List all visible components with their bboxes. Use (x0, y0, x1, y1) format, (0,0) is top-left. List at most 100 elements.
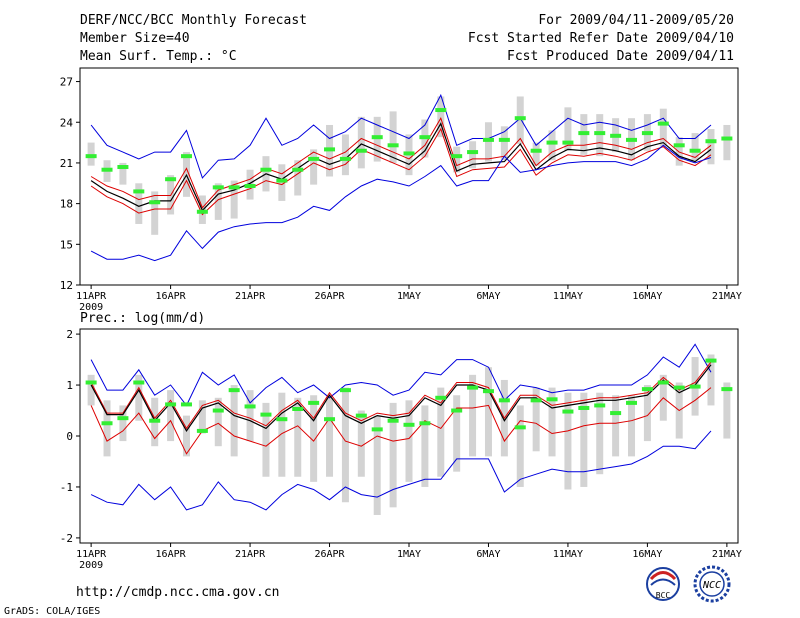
prec-series-lower (90, 430, 712, 511)
prec-mean-marker-23 (451, 408, 463, 413)
temp-spread-box-0 (87, 142, 95, 166)
temp-spread-box-17 (357, 116, 365, 169)
temp-ytick-label-3: 21 (60, 157, 73, 170)
temp-ytick-label-5: 27 (60, 76, 73, 89)
temp-spread-box-37 (675, 137, 683, 166)
prec-mean-marker-36 (657, 380, 669, 385)
prec-spread-box-5 (167, 390, 175, 442)
temp-mean-marker-26 (498, 137, 510, 142)
prec-mean-marker-27 (514, 425, 526, 430)
prec-mean-marker-14 (308, 400, 320, 405)
temp-spread-box-40 (723, 124, 731, 161)
ncc-logo-text: NCC (702, 580, 721, 591)
temp-ytick-label-2: 18 (60, 198, 73, 211)
header-start-date: Fcst Started Refer Date 2009/04/10 (468, 31, 734, 46)
temp-spread-box-4 (151, 191, 159, 235)
prec-mean-marker-40 (721, 387, 733, 392)
prec-series-red-upper (90, 361, 712, 430)
temp-mean-marker-35 (641, 131, 653, 136)
temp-mean-marker-3 (133, 189, 145, 194)
header-member-size: Member Size=40 (80, 31, 190, 46)
prec-spread-box-20 (405, 400, 413, 482)
prec-ytick-label-0: -2 (60, 532, 73, 545)
temp-xtick-label-3: 26APR (314, 291, 345, 302)
temp-mean-marker-19 (387, 143, 399, 148)
prec-xtick-label-5: 6MAY (476, 549, 500, 560)
temp-mean-marker-13 (292, 167, 304, 172)
footer-url[interactable]: http://cmdp.ncc.cma.gov.cn (76, 585, 280, 600)
prec-mean-marker-4 (149, 418, 161, 423)
prec-mean-marker-29 (546, 397, 558, 402)
prec-ytick-label-1: -1 (60, 481, 73, 494)
temp-series-red-upper (90, 116, 712, 209)
prec-spread-box-10 (246, 390, 254, 442)
prec-spread-box-33 (612, 395, 620, 457)
prec-spread-box-27 (516, 405, 524, 487)
temp-series-red-lower (90, 127, 712, 216)
temp-ytick-label-1: 15 (60, 238, 73, 251)
prec-mean-marker-26 (498, 398, 510, 403)
temp-mean-marker-16 (339, 156, 351, 161)
prec-xtick-label-6: 11MAY (553, 549, 583, 560)
prec-spread-box-31 (580, 392, 588, 487)
prec-mean-marker-17 (355, 413, 367, 418)
temp-mean-marker-0 (85, 154, 97, 159)
temp-mean-marker-34 (626, 137, 638, 142)
temp-spread-box-22 (437, 96, 445, 138)
temp-series-upper (90, 93, 712, 179)
prec-mean-marker-13 (292, 406, 304, 411)
prec-spread-box-11 (262, 402, 270, 477)
temp-spread-box-24 (469, 141, 477, 169)
temp-mean-marker-30 (562, 140, 574, 145)
prec-mean-marker-11 (260, 412, 272, 417)
prec-mean-marker-32 (594, 403, 606, 408)
prec-spread-box-7 (198, 400, 206, 434)
prec-mean-marker-9 (228, 388, 240, 393)
prec-mean-marker-39 (705, 358, 717, 363)
precip-label: Prec.: log(mm/d) (80, 311, 205, 326)
prec-xtick-label-8: 21MAY (712, 549, 742, 560)
prec-mean-marker-5 (165, 402, 177, 407)
prec-xtick-year-0: 2009 (79, 560, 103, 571)
temp-series-mean (90, 122, 712, 212)
temp-mean-marker-11 (260, 167, 272, 172)
prec-xtick-label-4: 1MAY (397, 549, 421, 560)
prec-xtick-label-0: 11APR (76, 549, 107, 560)
prec-spread-box-40 (723, 382, 731, 439)
prec-mean-marker-38 (689, 384, 701, 389)
prec-xtick-label-3: 26APR (314, 549, 345, 560)
header-title: DERF/NCC/BCC Monthly Forecast (80, 13, 307, 28)
header-produced-date: Fcst Produced Date 2009/04/11 (507, 49, 734, 64)
temp-mean-marker-40 (721, 136, 733, 141)
temp-mean-marker-21 (419, 135, 431, 140)
prec-spread-box-9 (230, 385, 238, 457)
temp-xtick-label-7: 16MAY (632, 291, 662, 302)
temp-spread-box-14 (310, 149, 318, 185)
prec-spread-box-21 (421, 405, 429, 487)
temp-xtick-label-4: 1MAY (397, 291, 421, 302)
prec-xtick-label-7: 16MAY (632, 549, 662, 560)
prec-spread-box-1 (103, 400, 111, 457)
temp-mean-marker-9 (228, 185, 240, 190)
prec-series-upper (90, 343, 712, 407)
temp-spread-box-30 (564, 107, 572, 151)
prec-mean-marker-31 (578, 405, 590, 410)
bcc-logo-text: BCC (656, 591, 671, 600)
temp-mean-marker-27 (514, 116, 526, 121)
prec-spread-box-8 (214, 397, 222, 447)
prec-spread-box-30 (564, 392, 572, 490)
temp-mean-marker-31 (578, 131, 590, 136)
temp-xtick-label-2: 21APR (235, 291, 266, 302)
prec-spread-box-23 (453, 395, 461, 472)
temp-mean-marker-25 (482, 137, 494, 142)
prec-spread-box-3 (135, 374, 143, 421)
prec-spread-box-19 (389, 402, 397, 508)
temp-mean-marker-37 (673, 143, 685, 148)
temp-spread-box-39 (707, 129, 715, 165)
prec-mean-marker-25 (482, 389, 494, 394)
prec-spread-box-24 (469, 374, 477, 457)
temp-spread-box-38 (691, 133, 699, 161)
prec-ytick-label-4: 2 (66, 328, 73, 341)
